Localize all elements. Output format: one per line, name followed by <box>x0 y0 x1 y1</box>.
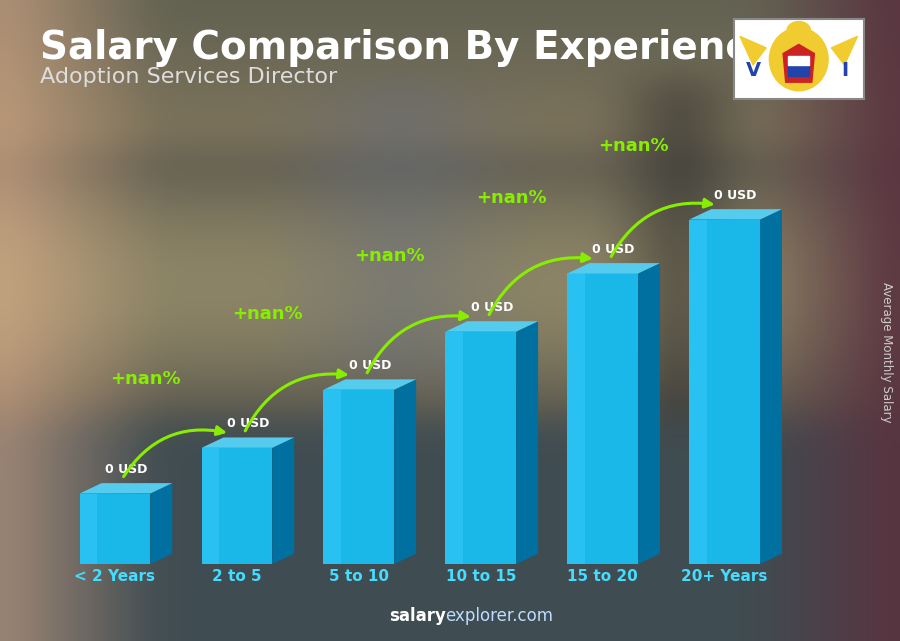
Polygon shape <box>202 448 273 564</box>
Polygon shape <box>79 494 97 564</box>
Polygon shape <box>202 448 220 564</box>
Polygon shape <box>689 219 707 564</box>
Text: explorer.com: explorer.com <box>446 607 554 625</box>
Text: 0 USD: 0 USD <box>104 463 147 476</box>
Ellipse shape <box>787 22 811 40</box>
Text: 0 USD: 0 USD <box>471 301 513 313</box>
Polygon shape <box>832 37 858 65</box>
Polygon shape <box>689 209 782 219</box>
Polygon shape <box>446 331 464 564</box>
Text: 0 USD: 0 USD <box>715 188 757 202</box>
Text: V: V <box>745 62 760 80</box>
Text: +nan%: +nan% <box>598 137 669 155</box>
Polygon shape <box>394 379 416 564</box>
Text: Salary Comparison By Experience: Salary Comparison By Experience <box>40 29 775 67</box>
Polygon shape <box>788 65 809 76</box>
Text: +nan%: +nan% <box>232 305 302 323</box>
Text: Average Monthly Salary: Average Monthly Salary <box>880 282 893 423</box>
Text: +nan%: +nan% <box>110 370 181 388</box>
Polygon shape <box>79 494 150 564</box>
Polygon shape <box>567 274 638 564</box>
Text: 0 USD: 0 USD <box>348 359 391 372</box>
Polygon shape <box>760 209 782 564</box>
Polygon shape <box>740 37 766 65</box>
Polygon shape <box>323 379 416 390</box>
Text: 0 USD: 0 USD <box>227 417 269 430</box>
Polygon shape <box>567 263 660 274</box>
Polygon shape <box>567 274 585 564</box>
Text: salary: salary <box>389 607 446 625</box>
Text: I: I <box>841 62 848 80</box>
Polygon shape <box>323 390 394 564</box>
Text: Adoption Services Director: Adoption Services Director <box>40 67 338 87</box>
Polygon shape <box>783 44 814 82</box>
Polygon shape <box>638 263 660 564</box>
Text: +nan%: +nan% <box>476 189 546 207</box>
Polygon shape <box>516 321 538 564</box>
Text: 0 USD: 0 USD <box>592 243 634 256</box>
Polygon shape <box>79 483 172 494</box>
Polygon shape <box>273 437 294 564</box>
Polygon shape <box>788 56 809 65</box>
Polygon shape <box>323 390 341 564</box>
Ellipse shape <box>770 28 828 91</box>
Polygon shape <box>202 437 294 448</box>
Polygon shape <box>689 219 760 564</box>
Polygon shape <box>446 331 516 564</box>
Polygon shape <box>446 321 538 331</box>
Polygon shape <box>150 483 172 564</box>
Text: +nan%: +nan% <box>354 247 425 265</box>
